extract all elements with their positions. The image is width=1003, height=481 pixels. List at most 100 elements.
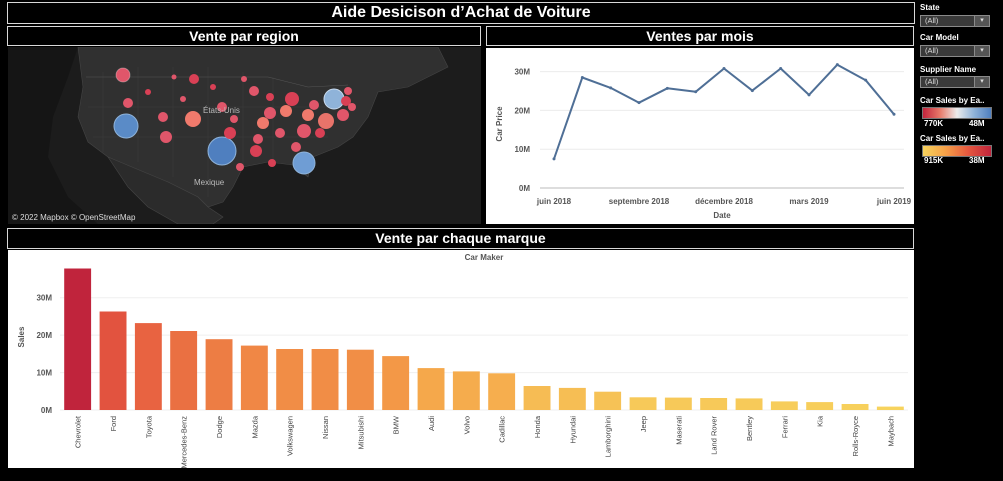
y-tick-label: 30M [36, 294, 52, 303]
line-point[interactable] [750, 89, 754, 93]
bar[interactable] [64, 268, 92, 411]
bar[interactable] [700, 398, 728, 410]
line-point[interactable] [892, 112, 896, 116]
line-chart-panel[interactable]: 0M 10M 20M 30M juin 2018 septembre 2018 décemb… [486, 48, 914, 224]
legend-title-map: Car Sales by Ea.. [920, 96, 985, 105]
car-model-filter-value: (All) [925, 46, 939, 55]
state-filter-dropdown[interactable]: (All) ▾ [920, 15, 990, 27]
x-tick-label: Mercedes-Benz [180, 416, 189, 468]
bar-chart-panel[interactable]: Car Maker 0M 10M 20M 30M Chevrolet Ford Toyota M… [8, 250, 914, 469]
line-panel-title-text: Ventes par mois [646, 28, 754, 44]
legend-title-bars: Car Sales by Ea.. [920, 134, 985, 143]
x-tick-label: Rolls-Royce [851, 416, 860, 456]
x-tick-label: Nissan [321, 416, 330, 439]
bar[interactable] [770, 401, 798, 410]
map-panel-title-text: Vente par region [189, 28, 299, 44]
y-tick-label: 0M [41, 406, 52, 415]
line-panel-title: Ventes par mois [486, 26, 914, 46]
bar[interactable] [594, 391, 622, 410]
line-point[interactable] [779, 67, 783, 71]
y-tick-label: 30M [514, 68, 530, 77]
bar[interactable] [99, 311, 127, 411]
bar[interactable] [735, 398, 763, 410]
bar[interactable] [523, 386, 551, 410]
chart-title: Car Maker [465, 253, 504, 262]
x-tick-label: Dodge [215, 416, 224, 438]
filter-label-supplier: Supplier Name [920, 65, 977, 74]
y-tick-label: 20M [36, 331, 52, 340]
car-model-filter-dropdown[interactable]: (All) ▾ [920, 45, 990, 57]
bar[interactable] [488, 373, 516, 410]
x-tick-label: mars 2019 [789, 197, 829, 206]
bar[interactable] [876, 406, 904, 410]
bar[interactable] [134, 323, 162, 410]
bar[interactable] [311, 349, 339, 410]
state-filter-value: (All) [925, 16, 939, 25]
x-tick-label: Toyota [144, 415, 153, 438]
x-tick-label: septembre 2018 [609, 197, 670, 206]
legend-min-bars: 915K [924, 156, 944, 165]
map-canvas [8, 47, 481, 224]
bar-chart: Car Maker 0M 10M 20M 30M Chevrolet Ford Toyota M… [17, 253, 908, 469]
bar[interactable] [346, 349, 374, 410]
bar[interactable] [629, 397, 657, 410]
x-tick-label: Land Rover [710, 416, 719, 455]
legend-max-map: 48M [969, 119, 985, 128]
bar[interactable] [382, 356, 410, 410]
bar[interactable] [170, 331, 198, 410]
legend-gradient-bars [922, 145, 992, 157]
x-tick-label: Cadillac [498, 416, 507, 443]
legend-min-map: 770K [924, 119, 944, 128]
bar[interactable] [417, 368, 445, 410]
bar[interactable] [558, 387, 586, 410]
line-point[interactable] [665, 86, 669, 90]
line-point[interactable] [552, 157, 556, 161]
map-bubbles[interactable] [113, 67, 356, 175]
line-point[interactable] [609, 86, 613, 90]
x-tick-label: Maserati [674, 416, 683, 445]
y-tick-label: 10M [514, 145, 530, 154]
canada-border [86, 76, 349, 88]
dashboard-title-text: Aide Desicison d’Achat de Voiture [331, 4, 591, 21]
line-point[interactable] [835, 63, 839, 67]
map-panel-title: Vente par region [7, 26, 481, 46]
x-tick-label: Ferrari [780, 416, 789, 438]
bar[interactable] [205, 339, 233, 410]
map-view[interactable]: États-Unis Mexique © 2022 Mapbox © OpenS… [8, 47, 481, 224]
supplier-filter-value: (All) [925, 77, 939, 86]
x-tick-label: décembre 2018 [695, 197, 753, 206]
y-axis-title: Car Price [495, 106, 504, 142]
legend-gradient-map [922, 107, 992, 119]
x-tick-label: Volkswagen [286, 416, 295, 456]
legend-max-bars: 38M [969, 156, 985, 165]
line-point[interactable] [864, 78, 868, 82]
supplier-filter-dropdown[interactable]: (All) ▾ [920, 76, 990, 88]
chevron-down-icon[interactable]: ▾ [974, 16, 989, 26]
x-tick-label: Lamborghini [604, 416, 613, 458]
x-tick-label: Chevrolet [74, 415, 83, 448]
x-tick-label: Maybach [886, 416, 895, 446]
bar[interactable] [841, 404, 869, 410]
bar[interactable] [806, 402, 834, 410]
map-label-mexico: Mexique [194, 178, 225, 187]
chevron-down-icon[interactable]: ▾ [974, 77, 989, 87]
x-tick-label: Mazda [250, 415, 259, 438]
line-point[interactable] [807, 93, 811, 97]
line-point[interactable] [580, 75, 584, 79]
bar[interactable] [452, 371, 480, 410]
map-label-usa: États-Unis [203, 106, 240, 115]
chevron-down-icon[interactable]: ▾ [974, 46, 989, 56]
x-tick-label: Volvo [462, 416, 471, 434]
x-tick-label: Hyundai [568, 416, 577, 444]
series-line[interactable] [553, 63, 895, 160]
bar[interactable] [240, 345, 268, 410]
line-point[interactable] [694, 90, 698, 94]
dashboard-title: Aide Desicison d’Achat de Voiture [7, 2, 915, 24]
line-point[interactable] [637, 101, 641, 105]
bar[interactable] [276, 349, 304, 410]
bar[interactable] [664, 397, 692, 410]
line-chart: 0M 10M 20M 30M juin 2018 septembre 2018 décemb… [495, 63, 912, 220]
y-axis-title: Sales [17, 326, 26, 347]
line-point[interactable] [722, 67, 726, 71]
x-tick-label: BMW [392, 415, 401, 434]
